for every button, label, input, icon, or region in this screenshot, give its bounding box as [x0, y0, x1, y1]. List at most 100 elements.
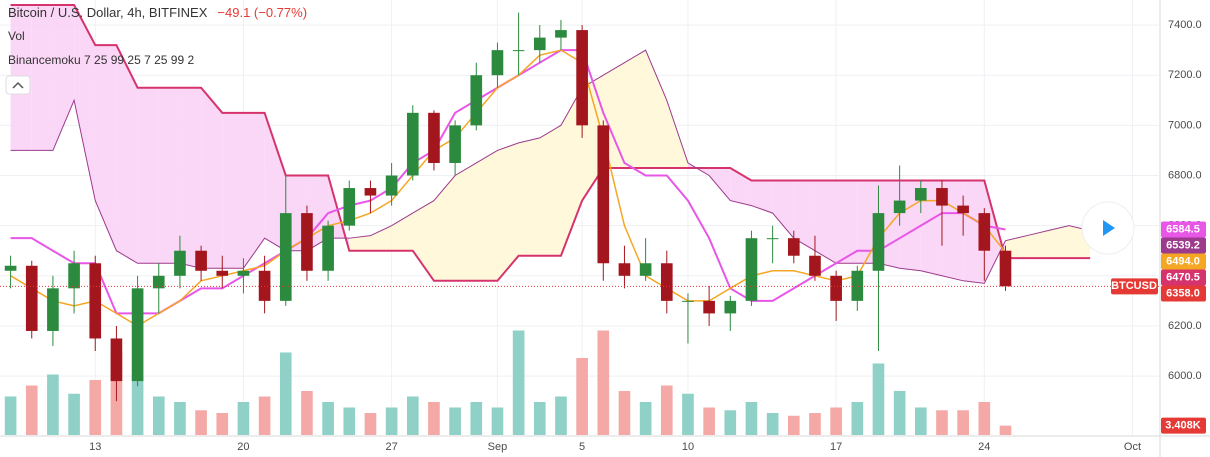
- volume-bar: [978, 402, 991, 435]
- cloud-fill: [95, 45, 117, 251]
- volume-bar: [660, 385, 673, 435]
- chart-title: Bitcoin / U.S. Dollar, 4h, BITFINEX: [8, 5, 208, 20]
- volume-bar: [533, 402, 546, 435]
- volume-pane: [4, 330, 1012, 435]
- price-label: 6358.0: [1166, 287, 1200, 299]
- cloud-fill: [370, 225, 392, 251]
- volume-bar: [491, 407, 504, 435]
- cloud-fill: [518, 137, 540, 256]
- candle-body: [597, 125, 610, 264]
- indicator-line: [10, 4, 1091, 282]
- price-label-box: [1161, 253, 1206, 270]
- cloud-fill: [31, 5, 53, 151]
- candle-body: [555, 30, 567, 38]
- volume-bar: [301, 391, 313, 435]
- candle-body: [830, 275, 842, 301]
- volume-bar: [682, 393, 694, 435]
- volume-title: Vol: [8, 29, 25, 43]
- cloud-fill: [539, 125, 561, 256]
- candle-body: [4, 265, 17, 271]
- price-label: 6494.0: [1166, 255, 1200, 267]
- volume-bar: [216, 413, 229, 435]
- cloud-fill: [984, 180, 1006, 284]
- candle-body: [851, 270, 864, 301]
- collapse-box[interactable]: [5, 75, 31, 95]
- volume-bar: [449, 407, 461, 435]
- collapse-icon: [12, 81, 24, 89]
- cloud-fill: [412, 200, 434, 281]
- candle-body: [174, 250, 186, 276]
- cloud-fill: [179, 87, 202, 269]
- candle-body: [978, 213, 991, 251]
- volume-bar: [385, 407, 398, 435]
- cloud-fill: [624, 50, 646, 168]
- symbol-label: BTCUSD: [1111, 280, 1157, 292]
- cloud-fill: [793, 180, 815, 251]
- candle-body: [809, 255, 821, 276]
- collapse-button[interactable]: [5, 75, 31, 95]
- candle-body: [89, 263, 102, 339]
- cloud-fill: [391, 213, 413, 251]
- cloud-fill: [243, 112, 265, 269]
- candle-body: [428, 112, 440, 163]
- cloud-fill: [455, 162, 477, 281]
- x-tick-label: 10: [682, 441, 694, 453]
- volume-bar: [893, 391, 906, 435]
- cloud-fill: [709, 167, 731, 201]
- candle-body: [385, 175, 398, 196]
- volume-bar: [258, 396, 271, 435]
- price-label-box: [1161, 237, 1206, 254]
- cloud-fill: [74, 5, 96, 201]
- volume-label-box: [1161, 417, 1206, 434]
- cloud-fill: [201, 87, 223, 269]
- volume-bar: [597, 330, 610, 435]
- cloud-fill: [433, 175, 456, 281]
- candle-body: [449, 125, 461, 163]
- volume-bar: [766, 413, 779, 435]
- y-tick-label: 7200.0: [1168, 69, 1202, 81]
- cloud-fill: [476, 150, 498, 281]
- candle-body: [237, 270, 250, 276]
- candle-body: [322, 225, 334, 271]
- x-tick-label: 24: [978, 441, 990, 453]
- volume-bar: [68, 393, 80, 435]
- volume-bar: [279, 352, 292, 435]
- candle-body: [914, 188, 927, 201]
- candle-body: [258, 270, 271, 301]
- x-tick-label: 20: [237, 441, 249, 453]
- candle-body: [576, 30, 588, 126]
- volume-bar: [364, 413, 377, 435]
- candle-body: [936, 188, 948, 206]
- candle-body: [703, 300, 715, 314]
- candle-body: [957, 205, 969, 214]
- volume-bar: [787, 415, 800, 435]
- x-tick-label: 17: [830, 441, 842, 453]
- candle-body: [364, 188, 377, 196]
- volume-bar: [576, 358, 588, 435]
- y-tick-label: 7000.0: [1168, 119, 1202, 131]
- cloud-fill: [137, 87, 159, 264]
- candle-body: [131, 288, 144, 382]
- cloud-fill: [497, 142, 519, 281]
- cloud-fill: [1026, 230, 1048, 259]
- candle-body: [216, 270, 229, 276]
- x-tick-label: 13: [89, 441, 101, 453]
- volume-bar: [936, 410, 948, 435]
- volume-bar: [745, 402, 758, 435]
- indicator-lines: [10, 4, 1091, 327]
- volume-bar: [174, 402, 186, 435]
- volume-bar: [512, 330, 525, 435]
- volume-bar: [618, 391, 631, 435]
- candle-body: [766, 238, 779, 240]
- candle-body: [25, 265, 38, 331]
- price-label-box: [1161, 285, 1206, 302]
- price-label: 6470.5: [1166, 271, 1200, 283]
- cloud-fill: [349, 235, 371, 251]
- play-button[interactable]: [1081, 201, 1135, 255]
- y-tick-label: 6200.0: [1168, 320, 1202, 332]
- candle-body: [301, 213, 313, 271]
- price-change: −49.1 (−0.77%): [217, 5, 308, 20]
- price-label-box: [1161, 221, 1206, 238]
